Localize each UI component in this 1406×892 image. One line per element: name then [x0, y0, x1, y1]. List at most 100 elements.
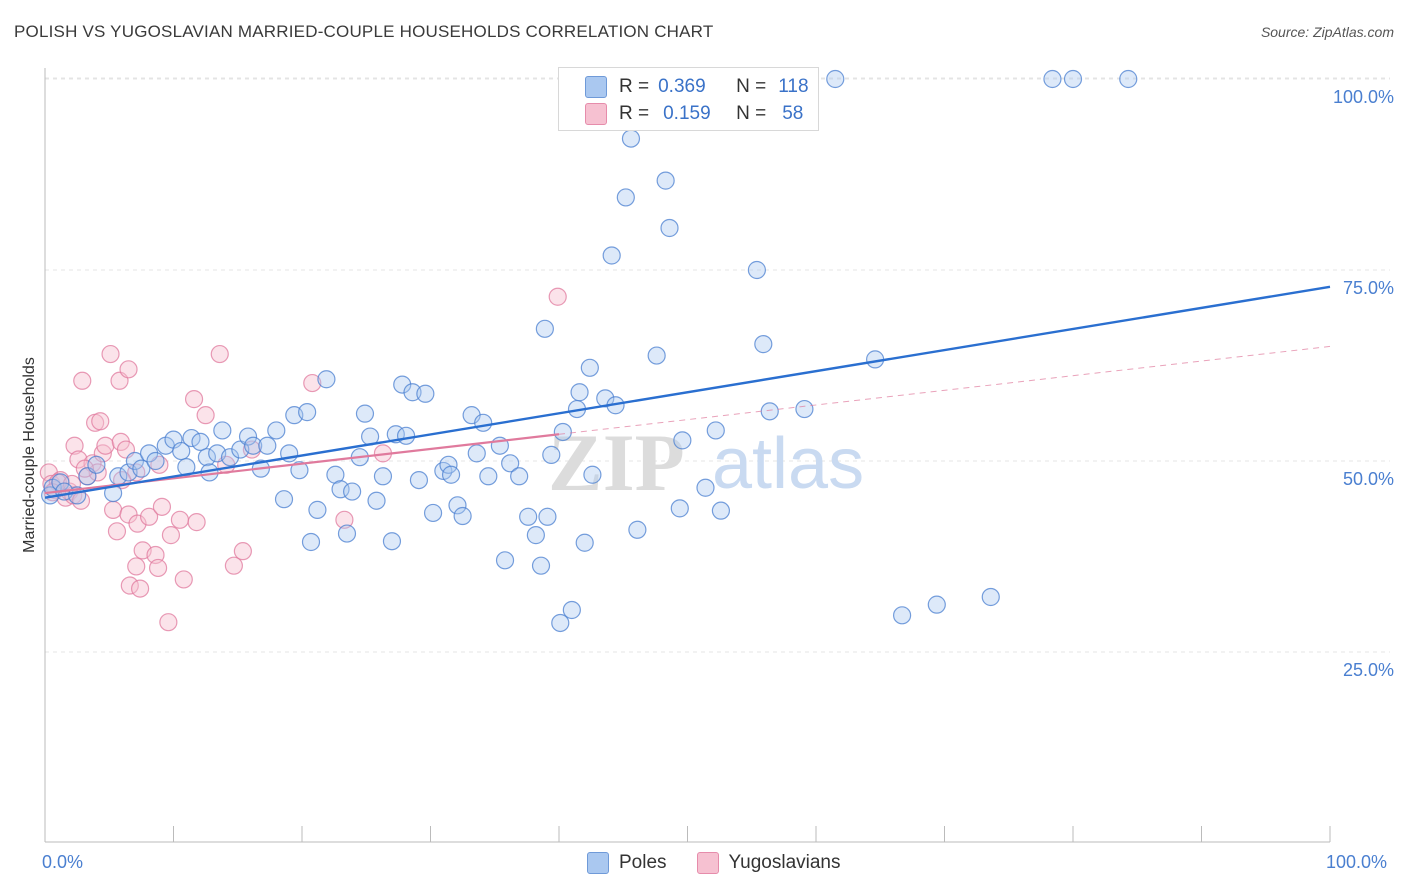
- stats-legend: R = 0.369 N = 118 R = 0.159 N = 58: [558, 67, 819, 131]
- poles-point-50: [393, 375, 412, 394]
- poles-point-24: [220, 448, 240, 467]
- yugoslavians-point-42: [187, 513, 206, 532]
- poles-point-86: [621, 129, 641, 148]
- yugoslavians-point-24: [119, 360, 138, 379]
- poles-point-74: [542, 445, 561, 464]
- poles-point-88: [628, 520, 647, 539]
- stats-legend-row-poles: R = 0.369 N = 118: [559, 73, 809, 101]
- poles-point-55: [423, 503, 443, 523]
- yugoslavians-point-29: [128, 514, 147, 533]
- poles-point-11: [132, 459, 151, 478]
- yugoslavians-point-30: [130, 579, 150, 598]
- yugoslavians-point-18: [101, 344, 120, 364]
- yugoslavians-n-key: N =: [736, 103, 767, 124]
- poles-point-42: [343, 482, 362, 501]
- poles-point-105: [1043, 69, 1062, 89]
- chart-title: POLISH VS YUGOSLAVIAN MARRIED-COUPLE HOU…: [14, 22, 714, 41]
- yugoslavians-point-15: [91, 412, 110, 431]
- poles-point-69: [519, 507, 538, 526]
- yugoslavians-point-37: [159, 613, 178, 632]
- poles-point-82: [583, 465, 602, 484]
- yugoslavians-point-46: [224, 556, 243, 575]
- poles-point-95: [706, 421, 725, 440]
- series-legend: Poles Yugoslavians: [587, 852, 841, 874]
- poles-point-46: [367, 491, 386, 510]
- yugoslavians-point-10: [73, 371, 92, 390]
- poles-point-27: [244, 436, 263, 455]
- y-tick-label-100: 100.0%: [1332, 87, 1394, 107]
- poles-point-41: [337, 524, 357, 543]
- yugoslavians-swatch: [585, 103, 607, 125]
- yugoslavians-n-value: 58: [782, 103, 804, 124]
- yugoslavians-point-40: [174, 570, 193, 589]
- poles-point-18: [182, 428, 201, 448]
- legend-poles-swatch: [587, 852, 609, 874]
- poles-point-63: [474, 413, 493, 432]
- yugoslavians-point-34: [148, 558, 168, 578]
- poles-point-94: [696, 478, 715, 497]
- poles-point-85: [616, 188, 635, 207]
- y-tick-label-75: 75.0%: [1342, 278, 1394, 298]
- poles-point-48: [382, 532, 402, 551]
- poles-n-value: 118: [778, 76, 809, 97]
- x-tick-label-100: 100.0%: [1326, 852, 1388, 872]
- poles-point-67: [501, 454, 520, 473]
- poles-point-79: [570, 383, 589, 402]
- y-tick-label-25: 25.0%: [1342, 660, 1394, 680]
- poles-point-101: [826, 69, 845, 89]
- yugoslavians-point-27: [127, 557, 146, 576]
- yugoslavians-point-41: [184, 390, 204, 409]
- poles-point-35: [298, 403, 317, 422]
- poles-point-91: [660, 218, 679, 238]
- poles-r-key: R =: [619, 76, 650, 97]
- y-tick-label-50: 50.0%: [1342, 469, 1394, 489]
- source-credit: Source: ZipAtlas.com: [1260, 24, 1394, 40]
- yugoslavians-point-48: [303, 373, 322, 393]
- poles-point-102: [892, 606, 912, 625]
- poles-point-59: [448, 496, 467, 515]
- poles-point-20: [197, 448, 217, 467]
- poles-point-76: [553, 422, 572, 442]
- poles-point-73: [538, 507, 557, 526]
- poles-point-97: [747, 260, 766, 280]
- poles-swatch: [585, 76, 607, 98]
- poles-r-value: 0.369: [658, 76, 706, 97]
- poles-point-13: [146, 451, 165, 471]
- poles-point-104: [981, 587, 1000, 607]
- poles-point-87: [602, 246, 621, 265]
- poles-point-66: [495, 551, 515, 570]
- poles-point-106: [1063, 69, 1083, 89]
- yugoslavians-point-49: [335, 510, 354, 529]
- poles-point-26: [238, 427, 258, 446]
- yugoslavians-point-32: [139, 507, 159, 526]
- poles-point-62: [467, 444, 486, 463]
- poles-point-19: [191, 432, 210, 451]
- legend-yugoslavians-label: Yugoslavians: [728, 852, 841, 873]
- poles-point-23: [213, 421, 232, 440]
- poles-point-98: [754, 335, 773, 354]
- poles-point-100: [795, 399, 814, 419]
- poles-point-93: [673, 431, 692, 450]
- poles-trend-line: [44, 285, 1331, 499]
- yugoslavians-point-43: [196, 406, 215, 425]
- poles-point-80: [575, 533, 594, 552]
- yugoslavians-point-17: [96, 436, 115, 455]
- poles-point-72: [535, 319, 554, 338]
- poles-point-70: [526, 526, 545, 545]
- poles-point-64: [479, 467, 498, 486]
- watermark-atlas: atlas: [712, 424, 864, 504]
- yugoslavians-r-value: 0.159: [663, 103, 711, 124]
- poles-point-10: [125, 451, 145, 471]
- poles-point-107: [1119, 69, 1138, 89]
- poles-n-key: N =: [736, 76, 767, 97]
- poles-point-36: [301, 532, 321, 552]
- yugoslavians-point-39: [170, 510, 190, 529]
- poles-point-34: [290, 461, 309, 480]
- yugoslavians-point-44: [210, 344, 229, 364]
- poles-point-60: [453, 506, 472, 526]
- poles-point-71: [531, 556, 551, 575]
- poles-point-44: [355, 404, 375, 423]
- yugoslavians-point-36: [152, 497, 172, 516]
- poles-point-90: [656, 171, 675, 190]
- yugoslavians-point-38: [161, 526, 181, 545]
